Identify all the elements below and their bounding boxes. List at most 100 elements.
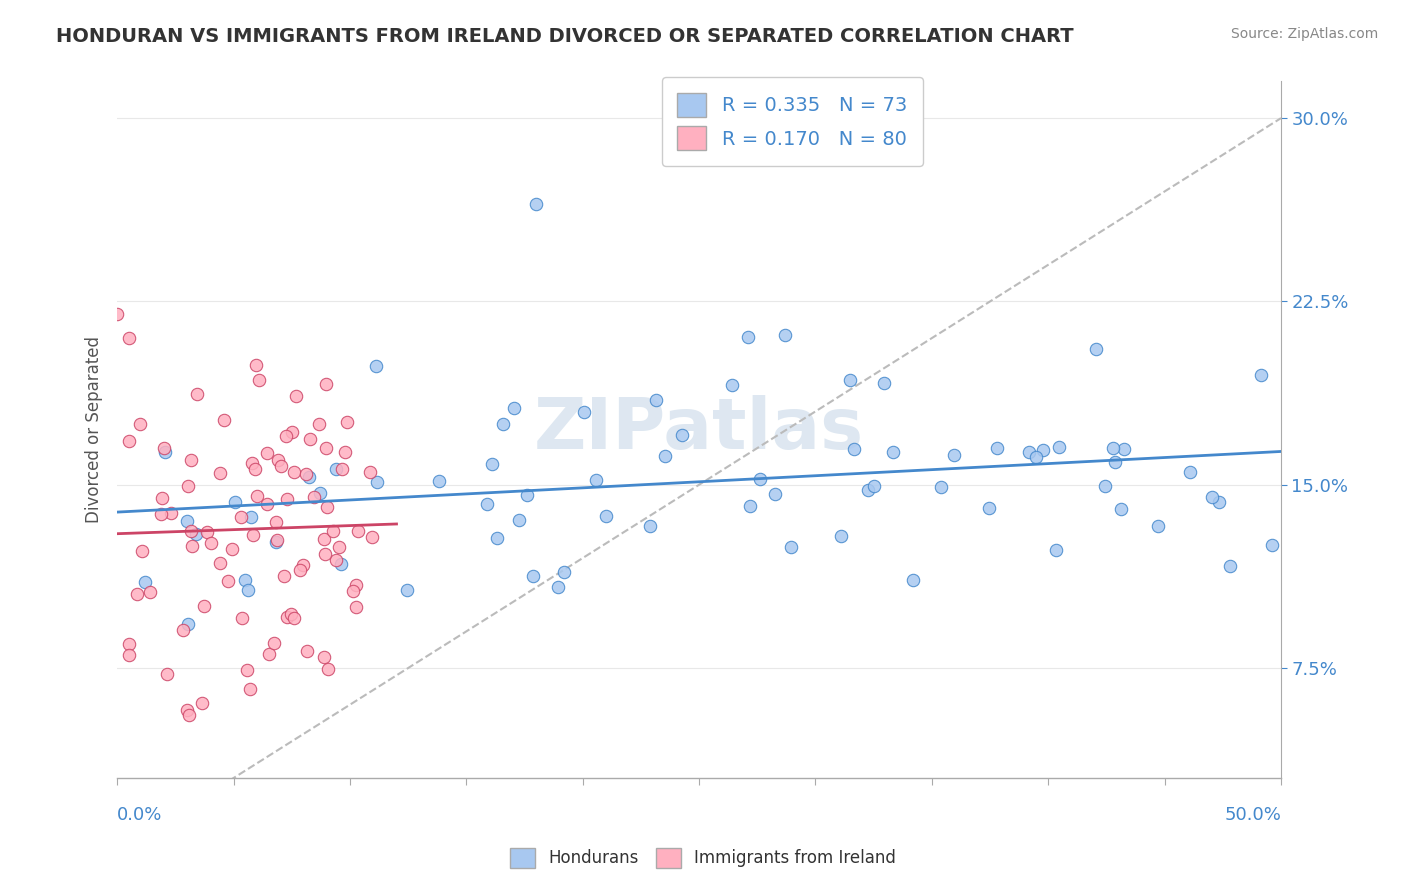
Point	[1146, 519, 1168, 533]
Point	[217, 574, 239, 588]
Point	[176, 514, 198, 528]
Point	[273, 568, 295, 582]
Point	[1109, 502, 1132, 516]
Point	[270, 459, 292, 474]
Point	[1047, 440, 1070, 454]
Point	[312, 650, 335, 665]
Text: 50.0%: 50.0%	[1225, 805, 1281, 824]
Point	[366, 475, 388, 489]
Point	[208, 556, 231, 570]
Point	[177, 479, 200, 493]
Point	[671, 428, 693, 442]
Point	[516, 488, 538, 502]
Point	[236, 582, 259, 597]
Point	[1178, 465, 1201, 479]
Point	[256, 497, 278, 511]
Point	[150, 507, 173, 521]
Point	[1114, 442, 1136, 456]
Point	[1102, 442, 1125, 456]
Point	[200, 536, 222, 550]
Point	[236, 663, 259, 677]
Point	[276, 491, 298, 506]
Point	[1094, 478, 1116, 492]
Point	[257, 647, 280, 661]
Point	[328, 540, 350, 554]
Point	[263, 636, 285, 650]
Point	[1032, 442, 1054, 457]
Point	[156, 667, 179, 681]
Point	[118, 637, 141, 651]
Point	[297, 644, 319, 658]
Point	[640, 518, 662, 533]
Point	[943, 448, 966, 462]
Point	[280, 607, 302, 621]
Point	[180, 453, 202, 467]
Point	[127, 587, 149, 601]
Point	[396, 583, 419, 598]
Point	[1025, 450, 1047, 464]
Point	[856, 483, 879, 497]
Point	[288, 563, 311, 577]
Point	[316, 662, 339, 676]
Point	[748, 472, 770, 486]
Point	[309, 486, 332, 500]
Point	[842, 442, 865, 457]
Text: ZIPatlas: ZIPatlas	[534, 395, 865, 464]
Point	[264, 515, 287, 529]
Point	[276, 610, 298, 624]
Point	[314, 547, 336, 561]
Point	[838, 373, 860, 387]
Point	[224, 495, 246, 509]
Point	[240, 510, 263, 524]
Point	[195, 524, 218, 539]
Point	[977, 501, 1000, 516]
Point	[481, 457, 503, 471]
Point	[427, 474, 450, 488]
Point	[176, 703, 198, 717]
Point	[186, 526, 208, 541]
Point	[644, 393, 666, 408]
Point	[134, 575, 156, 590]
Text: 0.0%: 0.0%	[117, 805, 163, 824]
Legend: R = 0.335   N = 73, R = 0.170   N = 80: R = 0.335 N = 73, R = 0.170 N = 80	[662, 78, 922, 166]
Point	[737, 330, 759, 344]
Point	[118, 331, 141, 345]
Point	[882, 445, 904, 459]
Point	[1018, 445, 1040, 459]
Point	[1302, 434, 1324, 448]
Point	[180, 524, 202, 538]
Point	[274, 429, 297, 443]
Point	[284, 389, 307, 403]
Point	[322, 524, 344, 538]
Point	[160, 506, 183, 520]
Point	[243, 461, 266, 475]
Point	[763, 487, 786, 501]
Point	[314, 532, 336, 546]
Point	[330, 462, 353, 476]
Point	[986, 441, 1008, 455]
Point	[214, 413, 236, 427]
Point	[298, 469, 321, 483]
Point	[553, 566, 575, 580]
Point	[191, 696, 214, 710]
Point	[152, 491, 174, 506]
Point	[266, 533, 288, 547]
Point	[315, 442, 337, 456]
Point	[308, 417, 330, 431]
Text: Source: ZipAtlas.com: Source: ZipAtlas.com	[1230, 27, 1378, 41]
Point	[1201, 490, 1223, 504]
Point	[209, 466, 232, 480]
Point	[336, 415, 359, 429]
Point	[359, 465, 381, 479]
Point	[172, 623, 194, 637]
Point	[240, 457, 263, 471]
Point	[585, 473, 607, 487]
Point	[325, 553, 347, 567]
Point	[862, 479, 884, 493]
Point	[572, 405, 595, 419]
Point	[1045, 543, 1067, 558]
Point	[299, 433, 322, 447]
Y-axis label: Divorced or Separated: Divorced or Separated	[86, 336, 103, 524]
Point	[245, 359, 267, 373]
Point	[492, 417, 515, 432]
